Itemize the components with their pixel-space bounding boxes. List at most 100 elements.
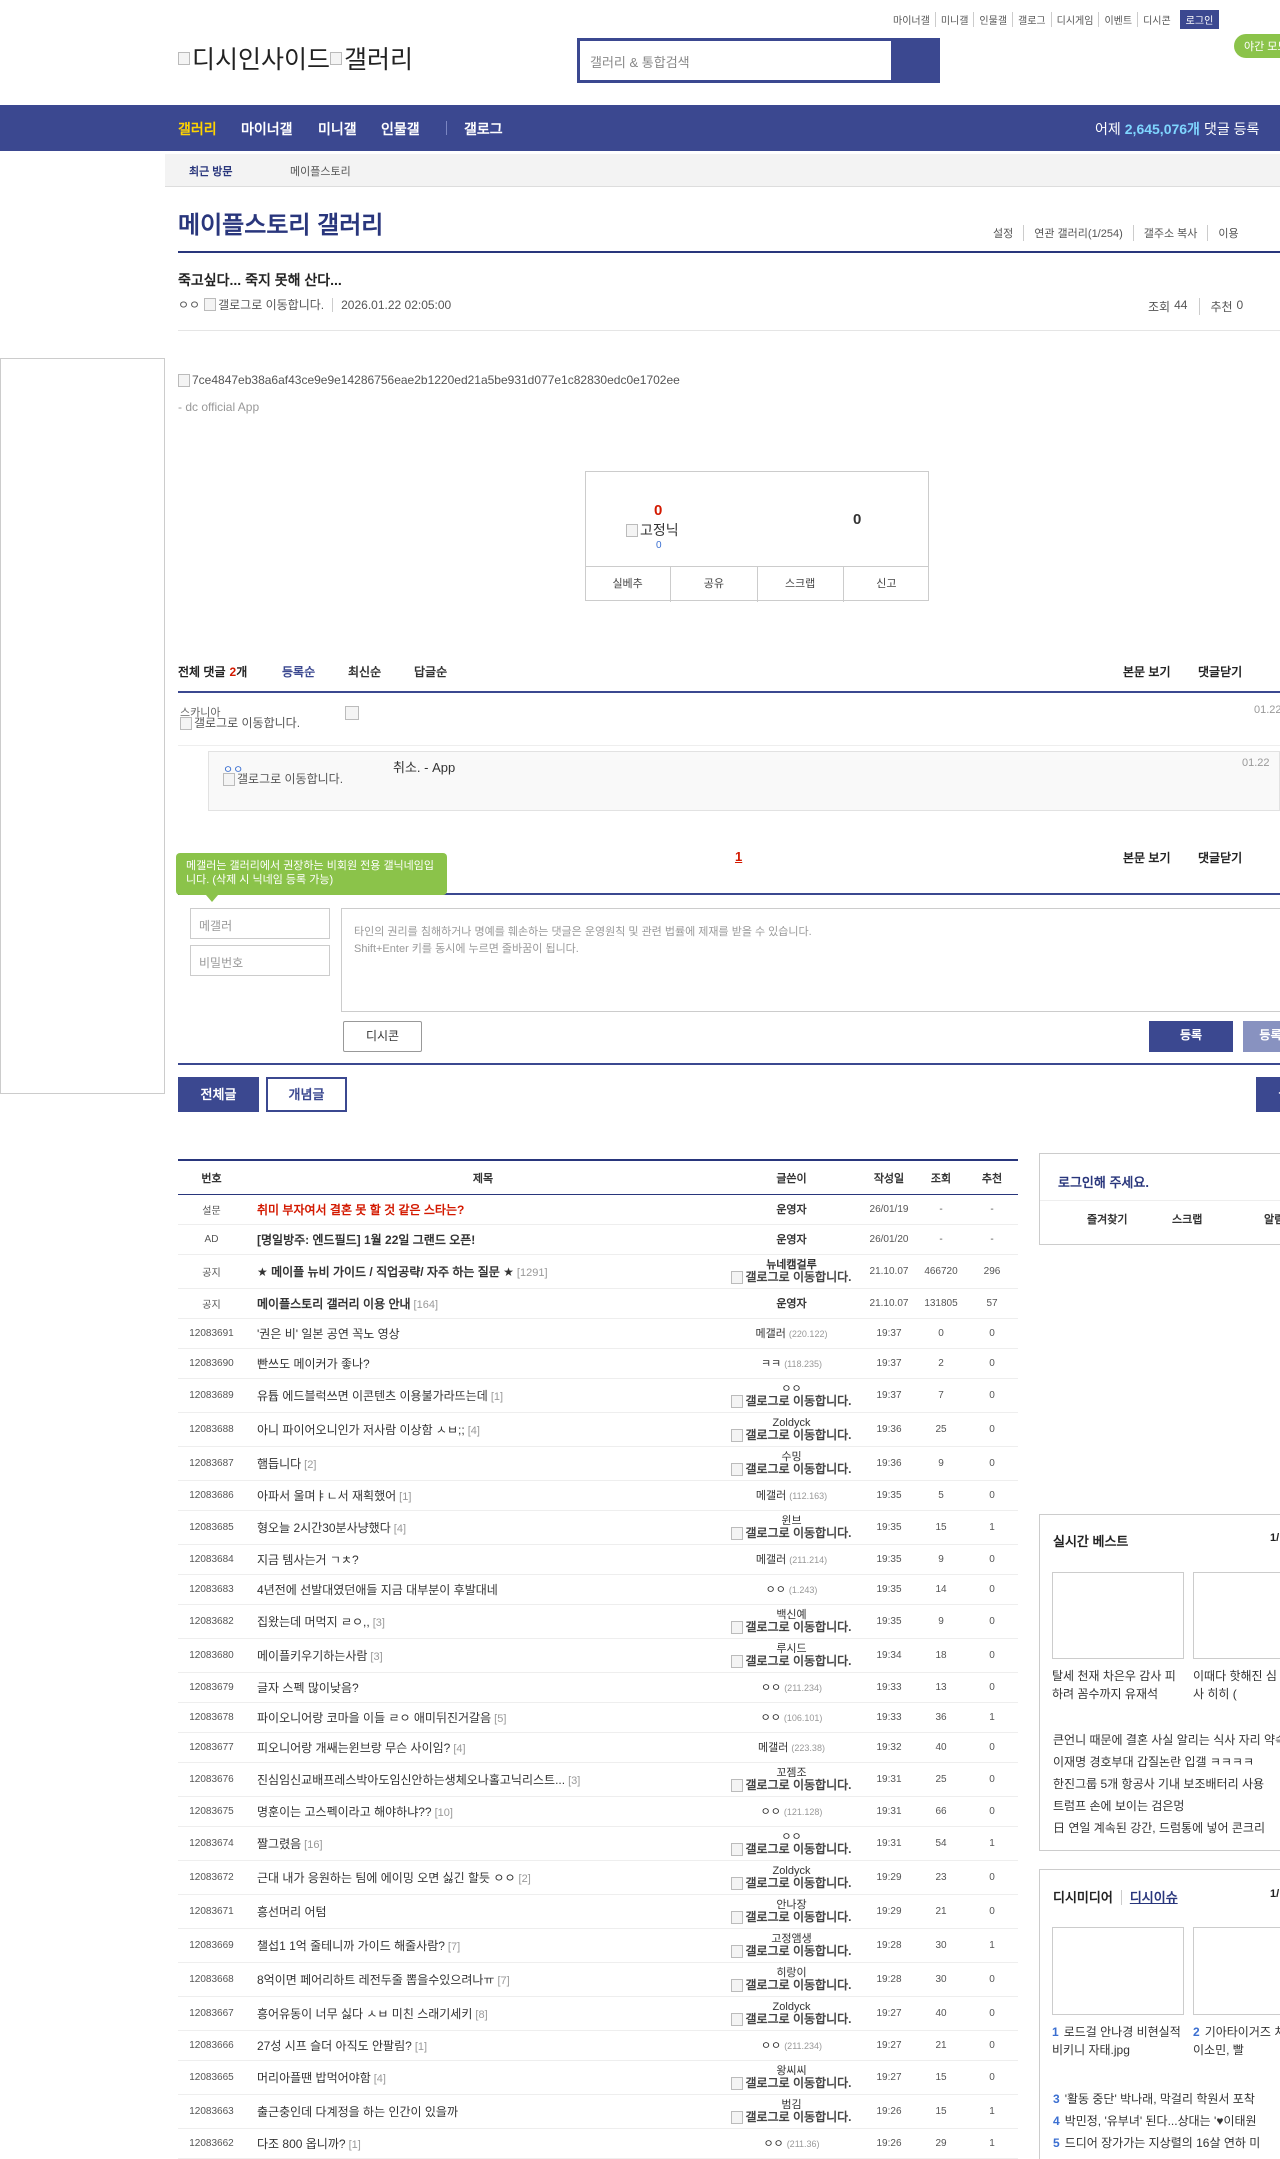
subject-text[interactable]: 출근충인데 다계정을 하는 인간이 있을까 (257, 2105, 459, 2119)
writer-name[interactable]: ㅇㅇ (765, 1583, 786, 1596)
logo-site[interactable]: 디시인사이드 (192, 46, 331, 74)
subject-text[interactable]: 명훈이는 고스펙이라고 해야하냐?? (257, 1805, 432, 1819)
gallog-alt[interactable]: 갤로그로 이동합니다. (745, 2075, 852, 2090)
subject-text[interactable]: 27성 시프 슬더 아직도 안팔림? (257, 2039, 412, 2053)
writer-name[interactable]: 메갤러 (755, 1327, 786, 1340)
top-link[interactable]: 마이너갤 (893, 16, 930, 27)
gallog-alt[interactable]: 갤로그로 이동합니다. (745, 1943, 852, 1958)
subject-text[interactable]: 피오니어랑 개쌔는윈브랑 무슨 사이임? (257, 1741, 451, 1755)
gallery-link[interactable]: 갤주소 복사 (1132, 225, 1208, 241)
subject-text[interactable]: 지금 템사는거 ㄱㅊ? (257, 1553, 359, 1567)
subject-text[interactable]: 글자 스펙 많이낮음? (257, 1681, 359, 1695)
writer-name[interactable]: 왕씨씨 (776, 2064, 807, 2077)
gallog-alt[interactable]: 갤로그로 이동합니다. (745, 1977, 852, 1992)
writer-name[interactable]: Zoldyck (772, 2000, 811, 2013)
writer-name[interactable]: 메갤러 (755, 1553, 787, 1566)
comment-textarea[interactable]: 타인의 권리를 침해하거나 명예를 훼손하는 댓글은 운영원칙 및 관련 법률에… (341, 908, 1280, 1012)
subject-text[interactable]: 햄듭니다 (257, 1457, 302, 1471)
writer-name[interactable]: 뉴네캠걸루 (766, 1258, 817, 1271)
writer-name[interactable]: 안나장 (776, 1898, 807, 1911)
subject-text[interactable]: 집왔는데 머먹지 ㄹㅇ,, (257, 1615, 370, 1629)
media-tab[interactable]: 디시미디어 (1053, 1890, 1122, 1905)
reply-count[interactable]: [1] (490, 1391, 504, 1403)
gallery-title[interactable]: 메이플스토리 갤러리 (178, 212, 384, 239)
writer-name[interactable]: ㅇㅇ (781, 1830, 802, 1843)
best-item[interactable]: 한진그룹 5개 항공사 기내 보조배터리 사용 (1053, 1777, 1265, 1791)
subject-text[interactable]: 아니 파이어오니인가 저사람 이상함 ㅅㅂ;; (257, 1423, 465, 1437)
writer-name[interactable]: ㅇㅇ (760, 1805, 781, 1818)
writer-name[interactable]: 수밍 (781, 1450, 802, 1463)
reply-count[interactable]: [3] (370, 1651, 383, 1663)
writer-name[interactable]: 고정앰생 (771, 1932, 812, 1945)
recent-item[interactable]: 메이플스토리 (290, 166, 351, 178)
gallog-alt[interactable]: 갤로그로 이동합니다. (745, 1841, 852, 1856)
gallog-alt[interactable]: 갤로그로 이동합니다. (237, 772, 344, 786)
top-link[interactable]: 미니갤 (934, 12, 974, 27)
list-tab[interactable]: 개념글 (266, 1077, 347, 1112)
subject-text[interactable]: 취미 부자여서 결혼 못 할 것 같은 스타는? (257, 1203, 465, 1217)
dccon-button[interactable]: 디시콘 (343, 1021, 422, 1052)
media-text[interactable]: 기아타이거즈 치어리더 이소민, 빨 (1193, 2025, 1280, 2057)
subject-text[interactable]: 메이플키우기하는사람 (257, 1649, 368, 1663)
best-thumb[interactable] (1052, 1572, 1184, 1659)
reply-count[interactable]: [16] (304, 1839, 323, 1851)
subject-text[interactable]: ★ 메이플 뉴비 가이드 / 직업공략/ 자주 하는 질문 ★ (257, 1265, 514, 1279)
gallog-alt[interactable]: 갤로그로 이동합니다. (745, 1777, 852, 1792)
gallog-alt[interactable]: 갤로그로 이동합니다. (745, 2109, 852, 2124)
reply-count[interactable]: [1] (348, 2139, 361, 2151)
reply-count[interactable]: [8] (475, 2009, 488, 2021)
reply-count[interactable]: [3] (568, 1775, 581, 1787)
vote-button[interactable]: 실베추 (612, 578, 643, 590)
reply-count[interactable]: [1] (399, 1491, 412, 1503)
vote-button[interactable]: 신고 (842, 567, 929, 602)
nav-item[interactable]: 갤러리 (178, 121, 217, 137)
login-link[interactable]: 스크랩 (1172, 1214, 1203, 1226)
comment-sort[interactable]: 답글순 (414, 665, 448, 679)
form-input[interactable]: 비밀번호 (190, 945, 330, 976)
gallog-alt[interactable]: 갤로그로 이동합니다. (194, 716, 301, 730)
media-text[interactable]: 박민정, '유부녀' 된다...상대는 '♥이태원 (1064, 2114, 1257, 2128)
login-button[interactable]: 로그인 (1179, 10, 1220, 29)
top-link[interactable]: 디시게임 (1050, 12, 1099, 27)
best-item[interactable]: 큰언니 때문에 결혼 사실 알리는 식사 자리 약속 (1053, 1733, 1280, 1747)
reply-count[interactable]: [4] (393, 1523, 406, 1535)
subject-text[interactable]: 흥선머리 어텀 (257, 1905, 327, 1919)
subject-text[interactable]: 흥어유동이 너무 싫다 ㅅㅂ 미친 스래기세키 (257, 2007, 473, 2021)
login-link[interactable]: 알림 (1264, 1214, 1280, 1226)
gallery-link[interactable]: 설정 (993, 228, 1014, 240)
comment-page[interactable]: 1 (735, 849, 743, 864)
best-thumb[interactable] (1193, 1572, 1280, 1659)
writer-name[interactable]: 윈브 (781, 1514, 802, 1527)
submit-recommend-button[interactable]: 등록+추천 (1243, 1021, 1280, 1052)
night-mode-button[interactable]: 야간 모드 (1234, 34, 1280, 58)
reply-count[interactable]: [4] (467, 1425, 480, 1437)
media-thumb[interactable] (1052, 1927, 1184, 2015)
reply-count[interactable]: [164] (413, 1299, 438, 1311)
writer-name[interactable]: Zoldyck (772, 1864, 811, 1877)
list-tab[interactable]: 글쓰기 (1256, 1077, 1280, 1112)
writer-name[interactable]: 메갤러 (755, 1489, 787, 1502)
writer-name[interactable]: ㅇㅇ (760, 2039, 782, 2052)
writer-name[interactable]: 운영자 (776, 1233, 807, 1246)
comment-nick[interactable]: ㅇㅇ (223, 764, 244, 776)
subject-text[interactable]: 짤그렸음 (257, 1837, 302, 1851)
subject-text[interactable]: 근대 내가 응원하는 팀에 에이밍 오면 싫긴 할듯 ㅇㅇ (257, 1871, 516, 1885)
gallog-alt[interactable]: 갤로그로 이동합니다. (218, 298, 325, 312)
subject-text[interactable]: [명일방주: 엔드필드] 1월 22일 그랜드 오픈! (257, 1233, 476, 1247)
reply-count[interactable]: [4] (373, 2073, 386, 2085)
subject-text[interactable]: 4년전에 선발대였던애들 지금 대부분이 후발대네 (257, 1583, 498, 1597)
writer-name[interactable]: ㅇㅇ (781, 1382, 802, 1395)
best-item[interactable]: 트럼프 손에 보이는 검은멍 (1053, 1799, 1185, 1813)
subject-text[interactable]: 빤쓰도 메이커가 좋나? (257, 1357, 370, 1371)
gallog-alt[interactable]: 갤로그로 이동합니다. (745, 1875, 852, 1890)
comment-action[interactable]: 댓글닫기 (1198, 851, 1243, 865)
writer-name[interactable]: 운영자 (776, 1297, 807, 1310)
nav-item[interactable]: 미니갤 (318, 121, 357, 137)
reply-count[interactable]: [2] (518, 1873, 531, 1885)
reply-count[interactable]: [1291] (516, 1267, 548, 1279)
top-link[interactable]: 갤로그 (1012, 12, 1051, 27)
media-tab[interactable]: 디시이슈 (1129, 1890, 1178, 1905)
gallog-alt[interactable]: 갤로그로 이동합니다. (745, 1653, 852, 1668)
reply-count[interactable]: [3] (372, 1617, 385, 1629)
gallery-link[interactable]: 이용 (1207, 225, 1248, 241)
